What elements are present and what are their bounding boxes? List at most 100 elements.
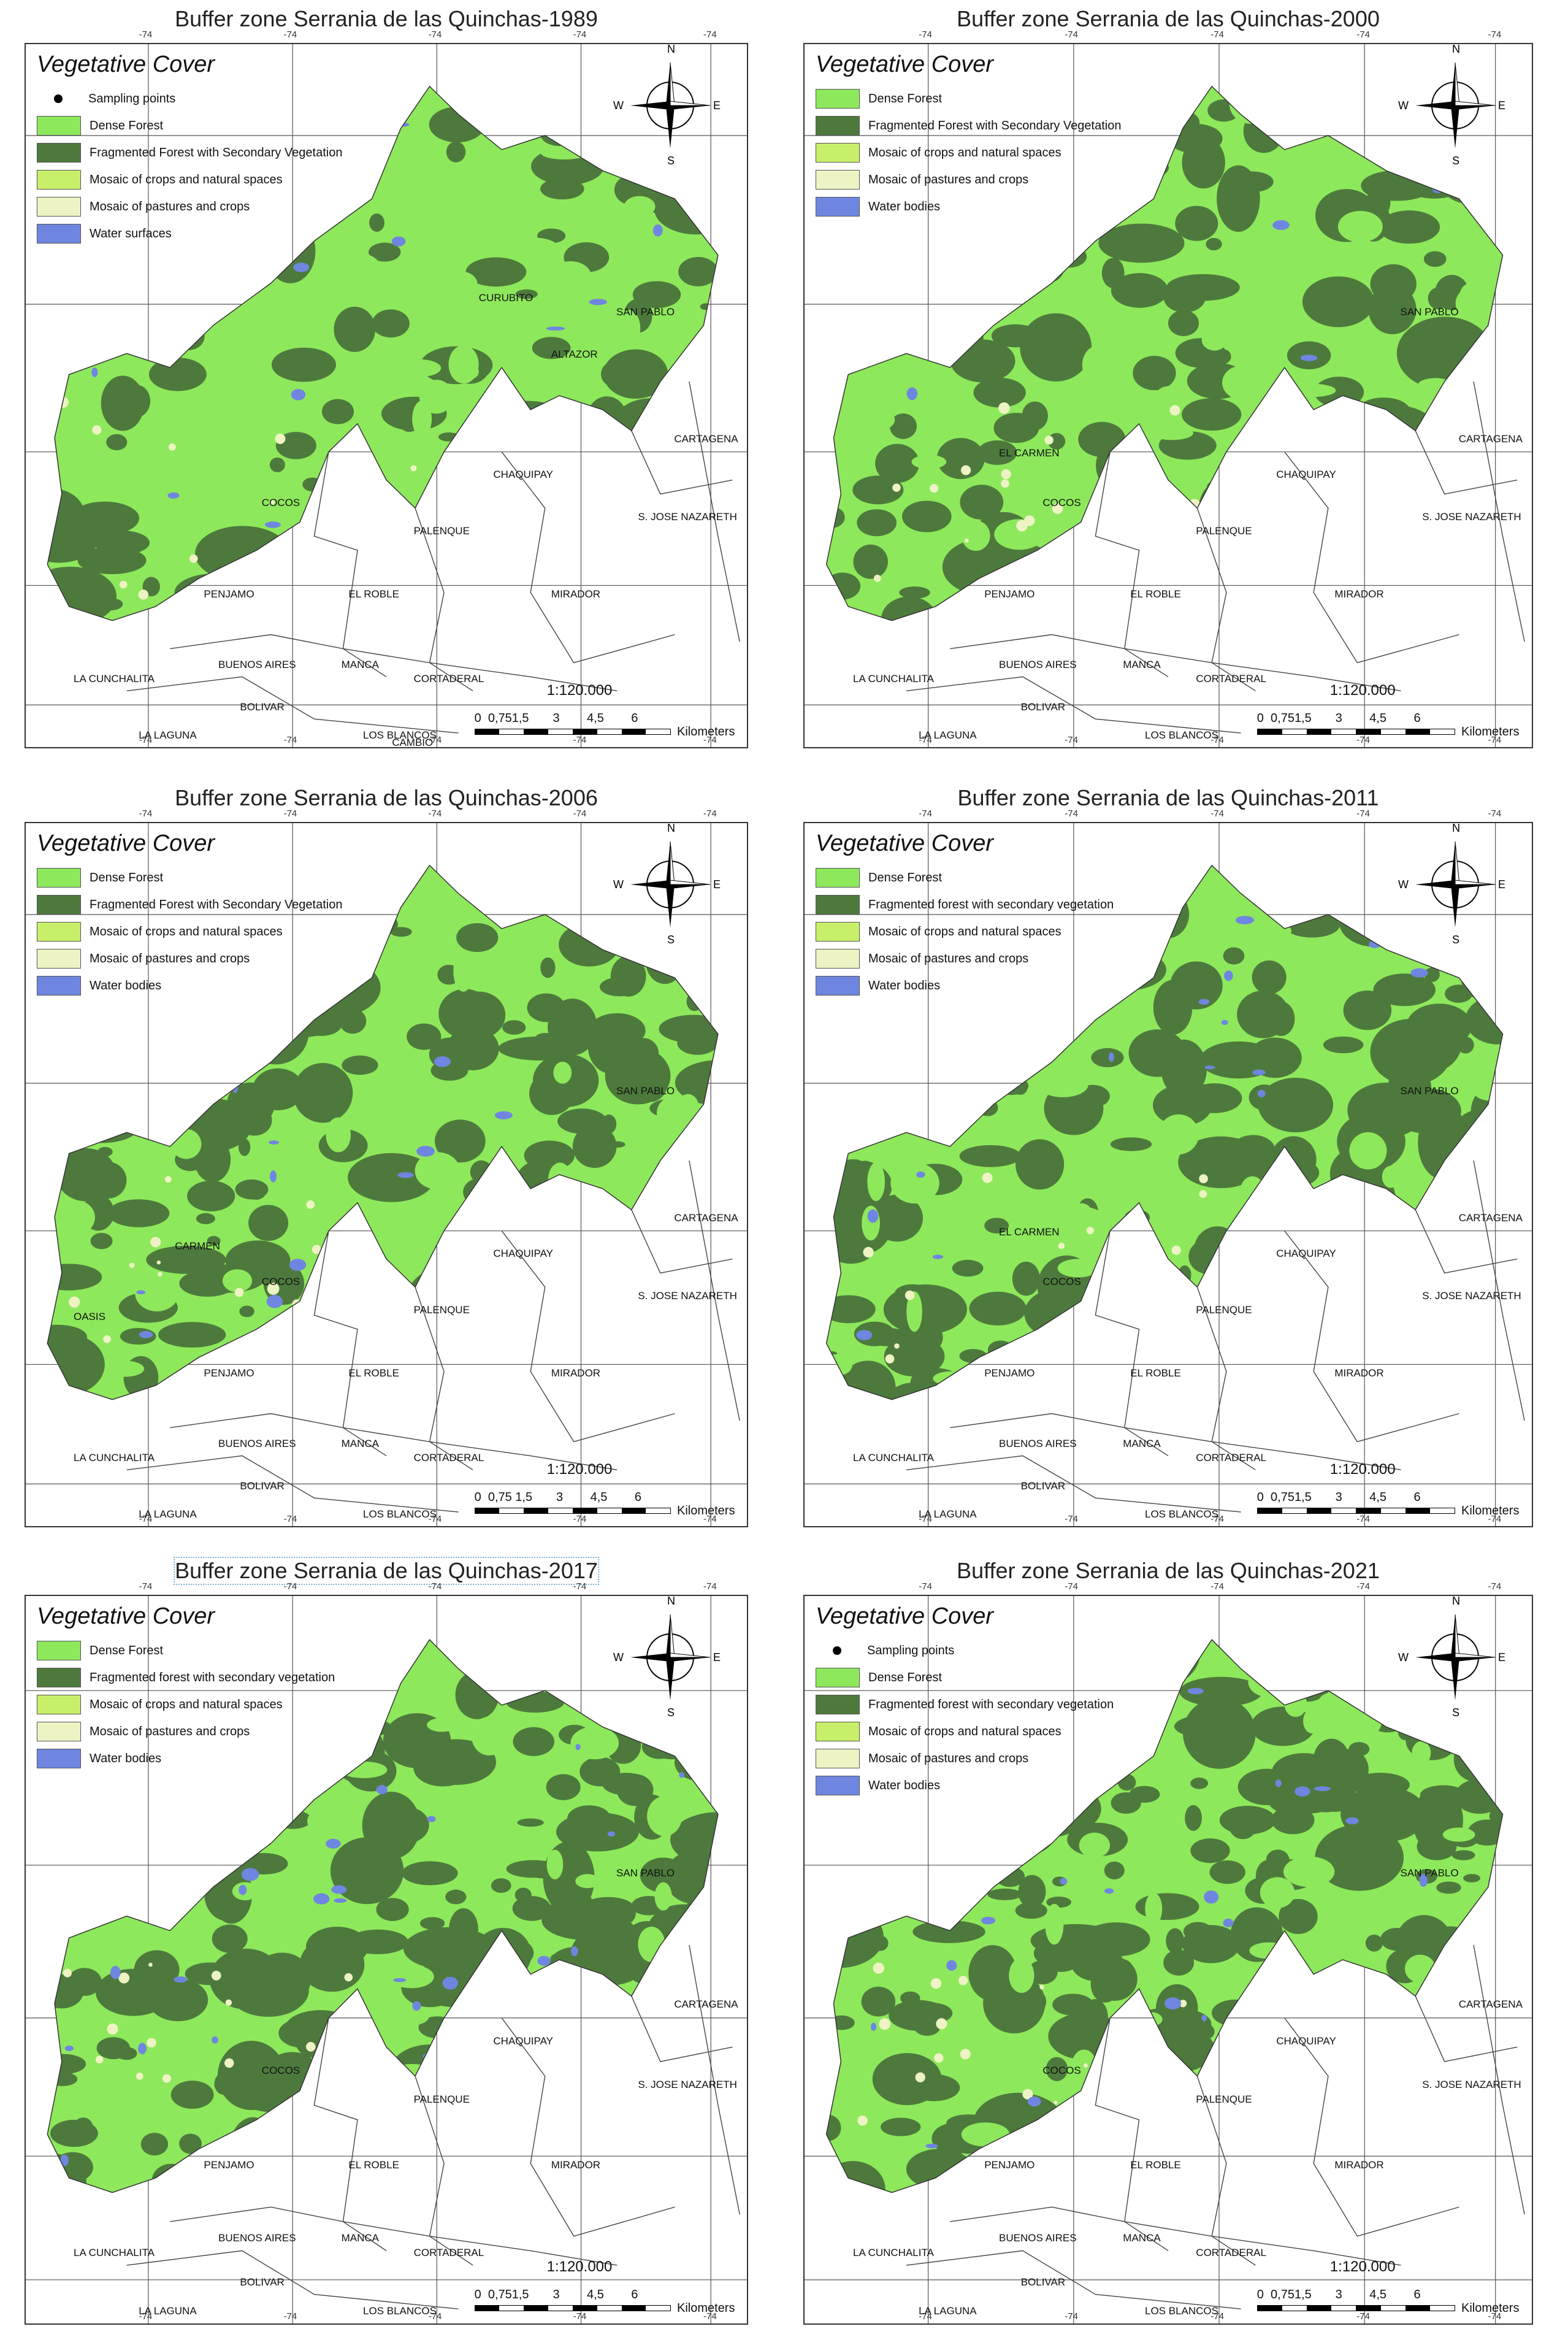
fragmented-forest-patch — [440, 86, 486, 98]
fragmented-forest-patch — [1494, 970, 1503, 990]
fragmented-forest-patch — [640, 1857, 687, 1893]
fragmented-forest-patch — [81, 1835, 143, 1862]
fragmented-forest-patch — [419, 1917, 445, 1930]
dense-forest-patch — [651, 2187, 678, 2193]
water-body — [1212, 536, 1230, 540]
fragmented-forest-patch — [1100, 2112, 1199, 2149]
legend-label: Mosaic of crops and natural spaces — [868, 145, 1061, 159]
place-label: PENJAMO — [984, 588, 1035, 600]
fragmented-forest-patch — [616, 1774, 654, 1806]
compass-e: E — [1498, 99, 1506, 112]
water-body — [981, 1916, 996, 1925]
scale-ticks: 0 0,751,5 3 4,5 6 — [1256, 712, 1421, 725]
water-body — [1235, 916, 1255, 925]
legend-label: Mosaic of crops and natural spaces — [90, 924, 283, 938]
fragmented-forest-patch — [166, 307, 203, 320]
coordinate-label: -74 — [139, 1581, 153, 1592]
place-label: PALENQUE — [413, 524, 470, 537]
water-body — [60, 2154, 69, 2166]
compass-w: W — [1398, 878, 1409, 891]
fragmented-forest-patch — [826, 1102, 888, 1149]
map-panel: Buffer zone Serrania de las Quinchas-200… — [25, 785, 748, 1527]
water-body — [589, 299, 607, 305]
coordinate-label: -74 — [1488, 1581, 1502, 1592]
coordinate-label: -74 — [1210, 1514, 1224, 1524]
legend-item: Fragmented Forest with Secondary Vegetat… — [816, 112, 1121, 139]
pasture-patch — [873, 1962, 884, 1974]
coordinate-label: -74 — [919, 1514, 932, 1524]
legend-swatch — [37, 868, 81, 888]
legend-item: Fragmented forest with secondary vegetat… — [816, 1691, 1114, 1718]
fragmented-forest-patch — [1476, 1270, 1503, 1288]
water-body — [1346, 1983, 1355, 1988]
place-label: CARTAGENA — [674, 1998, 738, 2011]
dense-forest-patch — [1258, 1962, 1303, 1979]
fragmented-forest-patch — [1030, 1924, 1120, 1957]
fragmented-forest-patch — [1047, 561, 1109, 593]
fragmented-forest-patch — [1243, 109, 1284, 153]
fragmented-forest-patch — [67, 1854, 93, 1876]
dense-forest-patch — [1249, 1942, 1288, 1959]
compass-n: N — [667, 822, 675, 834]
fragmented-forest-patch — [96, 2037, 131, 2060]
fragmented-forest-patch — [826, 1275, 837, 1296]
fragmented-forest-patch — [157, 1860, 182, 1881]
scale-ratio: 1:120.000 — [1329, 2258, 1396, 2275]
dense-forest-patch — [1290, 626, 1331, 654]
dense-forest-patch — [1139, 2012, 1163, 2027]
legend-label: Dense Forest — [868, 870, 943, 884]
vegetation-map — [26, 44, 747, 747]
dense-forest-patch — [890, 1162, 939, 1204]
map-title: Buffer zone Serrania de las Quinchas-202… — [957, 1558, 1380, 1583]
fragmented-forest-patch — [615, 2186, 659, 2193]
fragmented-forest-patch — [1346, 527, 1384, 549]
map-panel: Buffer zone Serrania de las Quinchas-200… — [803, 6, 1533, 748]
dense-forest-patch — [419, 380, 454, 414]
coordinate-label: -74 — [703, 1581, 717, 1592]
water-body — [212, 2036, 218, 2044]
legend-item: Fragmented Forest with Secondary Vegetat… — [37, 139, 342, 166]
fragmented-forest-patch — [175, 1800, 213, 1824]
dense-forest-patch — [826, 479, 842, 508]
fragmented-forest-patch — [1039, 2173, 1066, 2184]
fragmented-forest-patch — [512, 1896, 551, 1921]
fragmented-forest-patch — [1091, 1048, 1124, 1067]
fragmented-forest-patch — [47, 1974, 84, 2009]
fragmented-forest-patch — [640, 581, 659, 597]
place-label: SAN PABLO — [1400, 1867, 1459, 1879]
pasture-patch — [156, 1260, 161, 1265]
dense-forest-patch — [1463, 1311, 1503, 1337]
fragmented-forest-patch — [120, 1101, 191, 1139]
fragmented-forest-patch — [1002, 1023, 1043, 1051]
fragmented-forest-patch — [936, 438, 985, 480]
place-label: BOLIVAR — [240, 1480, 285, 1492]
dense-forest-patch — [1222, 365, 1263, 400]
fragmented-forest-patch — [47, 1816, 82, 1856]
fragmented-forest-patch — [952, 1259, 984, 1277]
fragmented-forest-patch — [914, 2018, 941, 2036]
fragmented-forest-patch — [347, 1929, 408, 1955]
fragmented-forest-patch — [1272, 1327, 1318, 1350]
dense-forest-patch — [1142, 1330, 1184, 1351]
coordinate-label: -74 — [1210, 735, 1224, 745]
scale-bar: 1:120.000 0 0,751,5 3 4,5 6 Kilometers — [474, 2258, 735, 2320]
dense-forest-patch — [1456, 935, 1496, 963]
pasture-patch — [329, 2139, 337, 2146]
fragmented-forest-patch — [1352, 506, 1405, 573]
compass-s: S — [1452, 155, 1460, 167]
dense-forest-patch — [906, 1291, 922, 1332]
fragmented-forest-patch — [686, 992, 703, 1011]
fragmented-forest-patch — [1451, 1850, 1475, 1860]
place-label: LA CUNCHALITA — [853, 2247, 934, 2258]
fragmented-forest-patch — [582, 2181, 603, 2193]
place-label: CORTADERAL — [413, 1452, 484, 1464]
place-label: LA CUNCHALITA — [74, 1452, 155, 1464]
place-label: S. JOSE NAZARETH — [1422, 2079, 1521, 2091]
legend-item: Dense Forest — [37, 864, 342, 891]
water-body — [234, 1339, 253, 1351]
fragmented-forest-patch — [302, 477, 323, 492]
dense-forest-patch — [664, 2192, 714, 2193]
coordinate-label: -74 — [1356, 1581, 1370, 1592]
legend-item: Fragmented Forest with Secondary Vegetat… — [37, 891, 342, 918]
fragmented-forest-patch — [517, 1818, 544, 1827]
